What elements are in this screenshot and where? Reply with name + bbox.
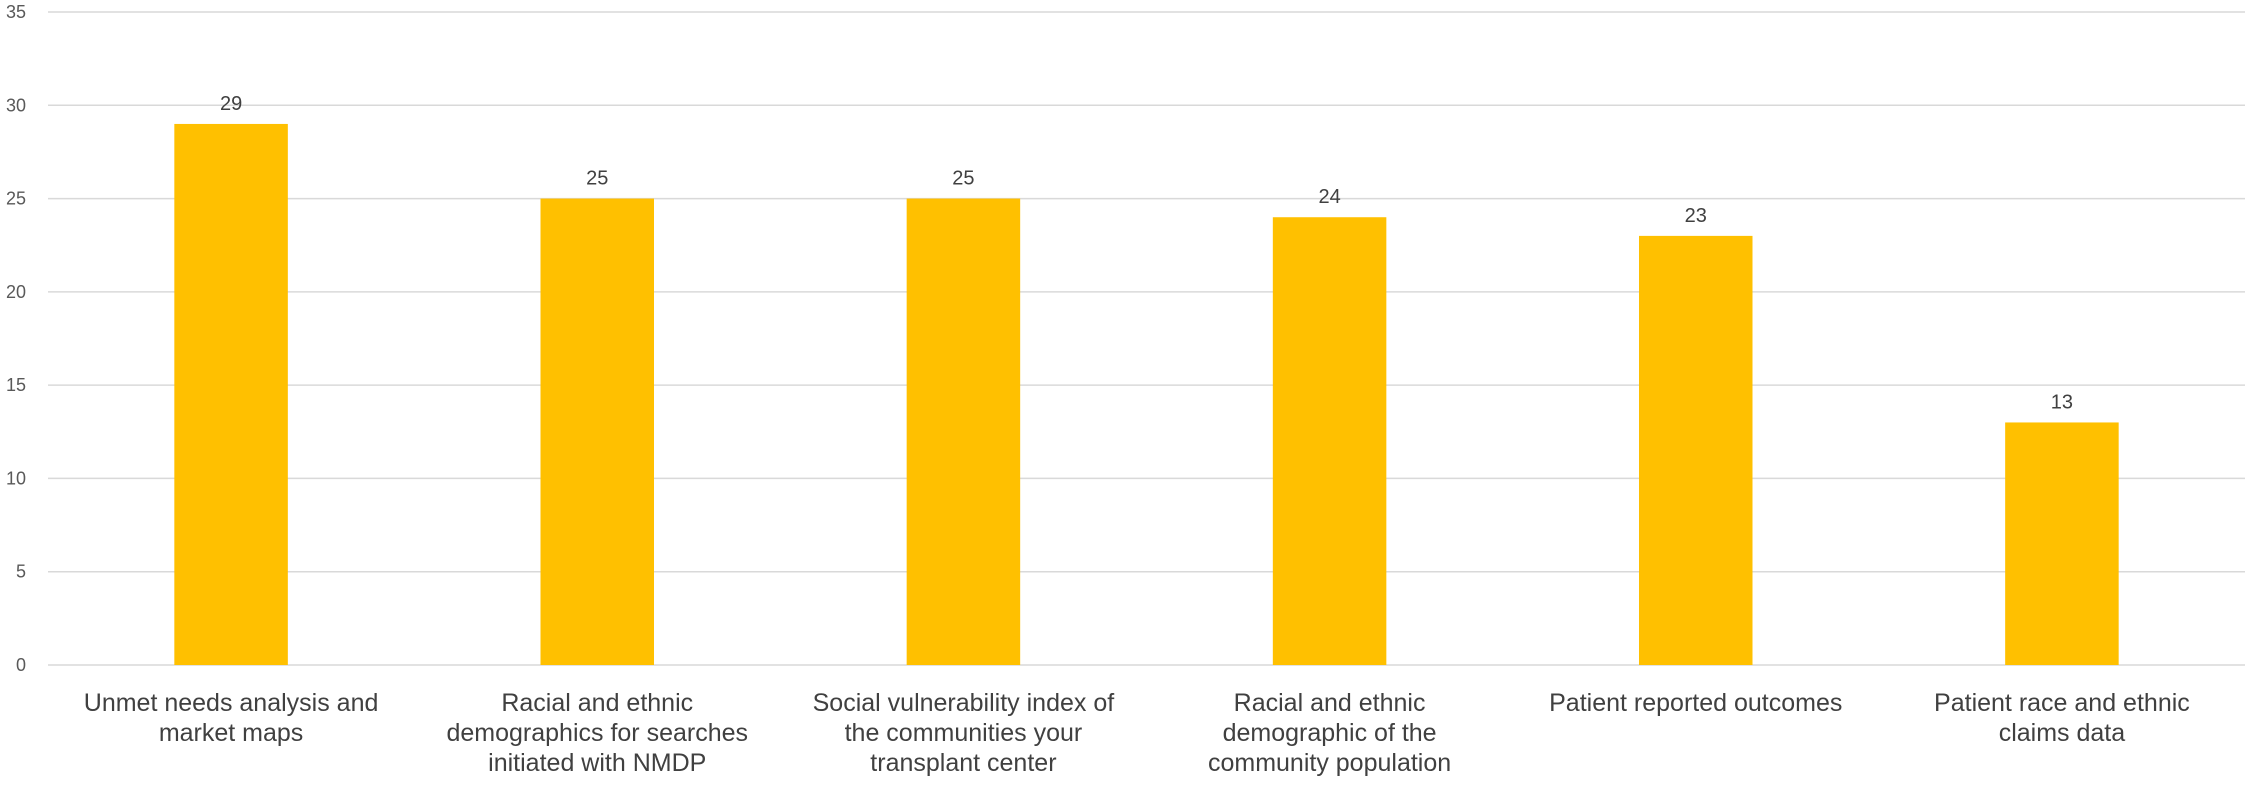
- data-label: 25: [952, 168, 974, 190]
- gridlines: [48, 11, 2245, 666]
- x-category-label: Unmet needs analysis and market maps: [84, 689, 379, 747]
- y-tick-label: 25: [6, 189, 26, 209]
- data-label: 24: [1318, 186, 1340, 208]
- y-tick-label: 30: [6, 95, 26, 115]
- y-tick-label: 20: [6, 282, 26, 302]
- x-category-label: Racial and ethnic demographics for search…: [446, 689, 748, 777]
- data-labels: 29 25 25 24 23 13: [220, 93, 2073, 414]
- data-label: 23: [1685, 205, 1707, 227]
- y-tick-label: 10: [6, 468, 26, 488]
- y-tick-label: 15: [6, 375, 26, 395]
- x-category-label: Racial and ethnic demographic of the commu…: [1208, 689, 1451, 777]
- bar: [540, 198, 655, 666]
- bar: [1272, 217, 1387, 665]
- y-tick-label: 35: [6, 2, 26, 22]
- x-category-label: Patient reported outcomes: [1549, 689, 1842, 717]
- data-label: 25: [586, 168, 608, 190]
- bar: [2005, 422, 2119, 665]
- y-axis-tick-labels: 0 5 10 15 20 25 30 35: [6, 2, 26, 675]
- x-category-label: Social vulnerability index of the communi…: [813, 689, 1115, 777]
- bar: [174, 123, 288, 665]
- data-label: 13: [2051, 391, 2073, 413]
- bar: [1638, 235, 1753, 665]
- y-tick-label: 0: [16, 655, 26, 675]
- x-category-label: Patient race and ethnic claims data: [1934, 689, 2190, 747]
- y-tick-label: 5: [16, 562, 26, 582]
- data-label: 29: [220, 93, 242, 115]
- x-axis-category-labels: Unmet needs analysis and market maps Racia…: [84, 689, 2190, 777]
- bars: [174, 123, 2119, 666]
- bar: [906, 198, 1021, 666]
